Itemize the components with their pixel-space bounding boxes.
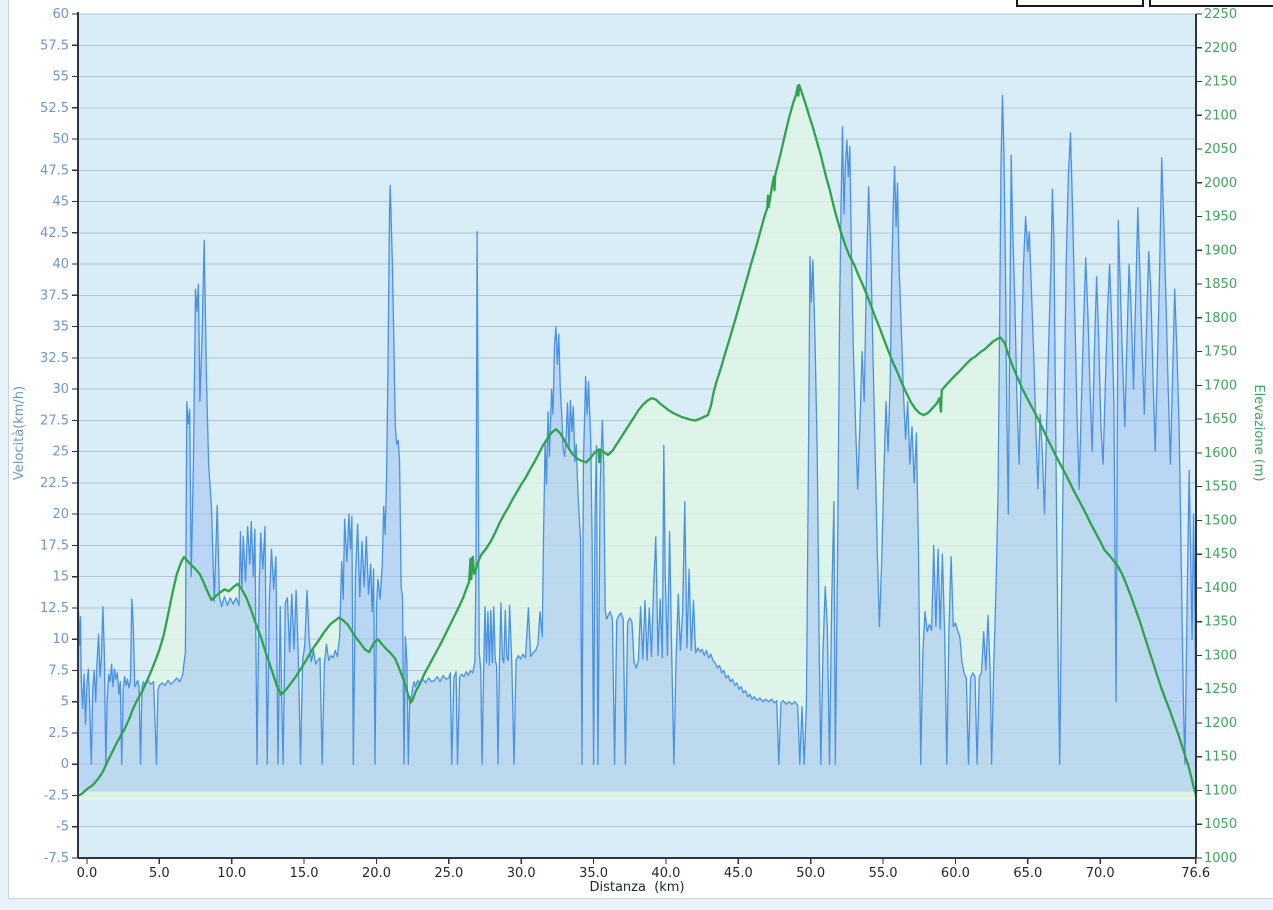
y-left-axis-title: Velocità(km/h) (12, 386, 27, 480)
svg-text:2000: 2000 (1204, 176, 1237, 191)
svg-text:60: 60 (52, 7, 69, 22)
svg-text:55.0: 55.0 (869, 866, 898, 881)
svg-text:2050: 2050 (1204, 142, 1237, 157)
svg-text:37.5: 37.5 (40, 288, 69, 303)
svg-text:1550: 1550 (1204, 480, 1237, 495)
svg-text:35.0: 35.0 (579, 866, 608, 881)
svg-text:2.5: 2.5 (48, 726, 69, 741)
svg-text:10.0: 10.0 (217, 866, 246, 881)
clipped-top-control-2[interactable] (1149, 0, 1273, 7)
svg-text:50: 50 (52, 132, 69, 147)
svg-text:70.0: 70.0 (1086, 866, 1115, 881)
svg-text:40: 40 (52, 257, 69, 272)
svg-text:1600: 1600 (1204, 446, 1237, 461)
svg-text:1400: 1400 (1204, 581, 1237, 596)
svg-text:12.5: 12.5 (40, 601, 69, 616)
svg-text:1000: 1000 (1204, 851, 1237, 866)
svg-text:40.0: 40.0 (651, 866, 680, 881)
svg-text:76.6: 76.6 (1181, 866, 1210, 881)
svg-text:60.0: 60.0 (941, 866, 970, 881)
svg-text:50.0: 50.0 (796, 866, 825, 881)
svg-text:1950: 1950 (1204, 210, 1237, 225)
svg-text:1350: 1350 (1204, 615, 1237, 630)
svg-text:35: 35 (52, 320, 69, 335)
svg-text:25.0: 25.0 (434, 866, 463, 881)
svg-text:2150: 2150 (1204, 75, 1237, 90)
svg-text:5: 5 (61, 695, 69, 710)
svg-text:1450: 1450 (1204, 547, 1237, 562)
svg-text:30.0: 30.0 (507, 866, 536, 881)
svg-text:2200: 2200 (1204, 41, 1237, 56)
svg-text:1700: 1700 (1204, 378, 1237, 393)
svg-text:2250: 2250 (1204, 7, 1237, 22)
svg-text:-2.5: -2.5 (44, 789, 69, 804)
svg-text:0: 0 (61, 757, 69, 772)
svg-text:0.0: 0.0 (77, 866, 98, 881)
svg-text:5.0: 5.0 (149, 866, 170, 881)
svg-text:27.5: 27.5 (40, 413, 69, 428)
svg-text:1150: 1150 (1204, 750, 1237, 765)
svg-text:1250: 1250 (1204, 682, 1237, 697)
svg-text:1050: 1050 (1204, 817, 1237, 832)
chart-generated-layers: 6057.55552.55047.54542.54037.53532.53027… (40, 7, 1237, 881)
svg-text:65.0: 65.0 (1013, 866, 1042, 881)
svg-text:25: 25 (52, 445, 69, 460)
svg-text:-7.5: -7.5 (44, 851, 69, 866)
svg-text:10: 10 (52, 632, 69, 647)
svg-text:-5: -5 (56, 820, 69, 835)
svg-text:30: 30 (52, 382, 69, 397)
svg-text:17.5: 17.5 (40, 538, 69, 553)
svg-text:1800: 1800 (1204, 311, 1237, 326)
svg-text:1300: 1300 (1204, 648, 1237, 663)
svg-text:15: 15 (52, 570, 69, 585)
svg-text:42.5: 42.5 (40, 226, 69, 241)
y-right-axis-title: Elevazione (m) (1251, 384, 1266, 481)
svg-text:1850: 1850 (1204, 277, 1237, 292)
svg-text:57.5: 57.5 (40, 38, 69, 53)
svg-text:55: 55 (52, 70, 69, 85)
svg-text:2100: 2100 (1204, 108, 1237, 123)
clipped-top-control-1[interactable] (1016, 0, 1144, 7)
svg-text:15.0: 15.0 (290, 866, 319, 881)
svg-text:52.5: 52.5 (40, 101, 69, 116)
svg-text:1650: 1650 (1204, 412, 1237, 427)
svg-text:1200: 1200 (1204, 716, 1237, 731)
svg-text:45: 45 (52, 195, 69, 210)
svg-text:1100: 1100 (1204, 784, 1237, 799)
svg-text:1750: 1750 (1204, 345, 1237, 360)
x-axis-title: Distanza (km) (589, 880, 684, 895)
svg-text:32.5: 32.5 (40, 351, 69, 366)
svg-text:1500: 1500 (1204, 513, 1237, 528)
svg-text:45.0: 45.0 (724, 866, 753, 881)
svg-text:22.5: 22.5 (40, 476, 69, 491)
svg-text:7.5: 7.5 (48, 663, 69, 678)
svg-text:1900: 1900 (1204, 243, 1237, 258)
svg-text:20.0: 20.0 (362, 866, 391, 881)
svg-text:20: 20 (52, 507, 69, 522)
svg-text:47.5: 47.5 (40, 163, 69, 178)
